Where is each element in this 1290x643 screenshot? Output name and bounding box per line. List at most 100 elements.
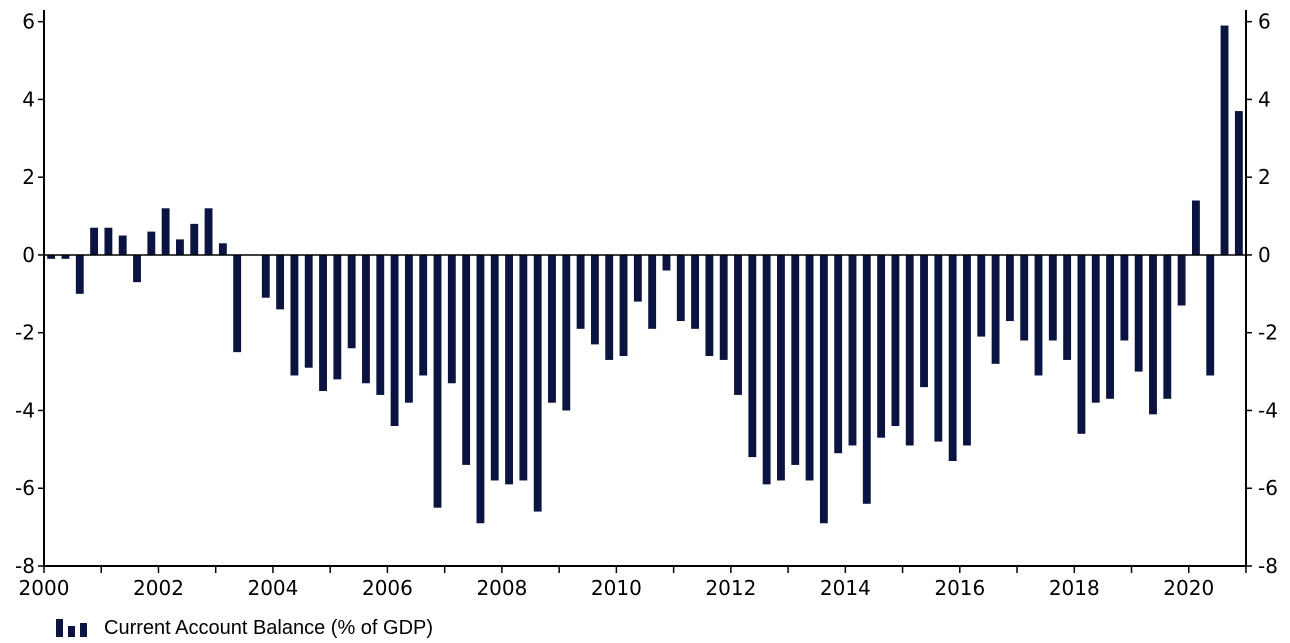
bar <box>1063 254 1072 360</box>
bar <box>548 254 556 403</box>
bar <box>1020 254 1029 341</box>
x-tick-label: 2012 <box>705 576 756 600</box>
bar <box>662 254 671 271</box>
bar <box>390 254 399 427</box>
bar <box>762 254 771 485</box>
legend-swatch-bar <box>80 623 87 637</box>
bar <box>719 254 728 360</box>
bar <box>319 254 327 392</box>
y-tick-label-left: 4 <box>22 87 35 111</box>
x-tick-label: 2006 <box>362 576 413 600</box>
bar <box>1034 254 1043 376</box>
bar <box>705 254 714 357</box>
bar <box>233 254 242 353</box>
bar <box>505 254 513 485</box>
bar <box>404 254 413 403</box>
bar <box>948 254 957 462</box>
bar <box>791 254 800 465</box>
bar <box>619 254 628 357</box>
bar <box>676 254 685 322</box>
bar <box>977 254 986 337</box>
x-tick-label: 2004 <box>247 576 298 600</box>
bars-group <box>47 25 1243 524</box>
bar <box>433 254 442 508</box>
bar <box>648 254 657 329</box>
bar <box>748 254 757 458</box>
bar <box>261 254 270 298</box>
bar <box>218 243 227 255</box>
y-tick-label-left: -2 <box>15 321 35 345</box>
bar <box>991 254 1000 364</box>
bar <box>133 254 141 283</box>
bar <box>848 254 857 446</box>
bar <box>819 254 828 524</box>
bar <box>1177 254 1186 306</box>
bar <box>963 254 971 446</box>
x-tick-label: 2010 <box>591 576 642 600</box>
y-tick-label-right: -8 <box>1258 554 1278 578</box>
bar <box>118 235 127 255</box>
bar <box>47 254 56 259</box>
x-tick-label: 2002 <box>133 576 184 600</box>
y-tick-label-left: -6 <box>15 476 35 500</box>
bar <box>147 231 156 255</box>
y-tick-label-left: -8 <box>15 554 35 578</box>
x-tick-label: 2016 <box>934 576 985 600</box>
bar <box>877 254 886 438</box>
x-tick-label: 2018 <box>1049 576 1100 600</box>
y-tick-label-right: 6 <box>1258 10 1271 34</box>
y-tick-label-right: -6 <box>1258 476 1278 500</box>
y-tick-label-right: 2 <box>1258 165 1271 189</box>
bar <box>1163 254 1172 399</box>
bar <box>61 254 70 259</box>
bar <box>419 254 428 376</box>
x-tick-label: 2020 <box>1163 576 1214 600</box>
bar <box>1120 254 1129 341</box>
bar <box>1005 254 1014 322</box>
legend-label: Current Account Balance (% of GDP) <box>104 616 434 639</box>
bar <box>347 254 356 349</box>
bar <box>519 254 528 481</box>
bar <box>190 223 199 255</box>
bar <box>862 254 871 504</box>
bar <box>1149 254 1157 415</box>
y-tick-label-right: -4 <box>1258 398 1278 422</box>
bar <box>633 254 642 302</box>
bar <box>1077 254 1086 434</box>
bar <box>605 254 614 360</box>
y-tick-label-right: 4 <box>1258 87 1271 111</box>
bar <box>891 254 900 427</box>
bar <box>920 254 928 388</box>
bar <box>934 254 943 442</box>
bar <box>734 254 742 395</box>
bar <box>691 254 700 329</box>
bar <box>562 254 571 411</box>
bar <box>333 254 342 380</box>
bar <box>590 254 599 345</box>
bar <box>462 254 471 465</box>
bar <box>1220 25 1229 255</box>
y-tick-label-right: 0 <box>1258 243 1271 267</box>
bar <box>204 208 213 255</box>
bar <box>304 254 313 368</box>
y-tick-label-left: 0 <box>22 243 35 267</box>
bar <box>376 254 385 395</box>
bar <box>1134 254 1143 372</box>
bar <box>290 254 299 376</box>
x-tick-label: 2000 <box>19 576 70 600</box>
bar <box>777 254 785 481</box>
bar <box>533 254 542 512</box>
x-tick-label: 2014 <box>820 576 871 600</box>
bar <box>1106 254 1114 399</box>
y-tick-label-left: 2 <box>22 165 35 189</box>
legend-swatch-bar <box>56 619 63 637</box>
bar <box>576 254 585 329</box>
bar <box>1206 254 1215 376</box>
y-tick-label-left: 6 <box>22 10 35 34</box>
ticks-group: -8 -8 -6 -6 -4 -4 -2 -2 0 0 2 2 4 4 6 6 2000 2002 2004 2006… <box>15 10 1278 600</box>
legend-swatch-icon <box>56 619 92 637</box>
bar <box>476 254 485 524</box>
bar <box>90 227 99 255</box>
bar <box>1048 254 1057 341</box>
